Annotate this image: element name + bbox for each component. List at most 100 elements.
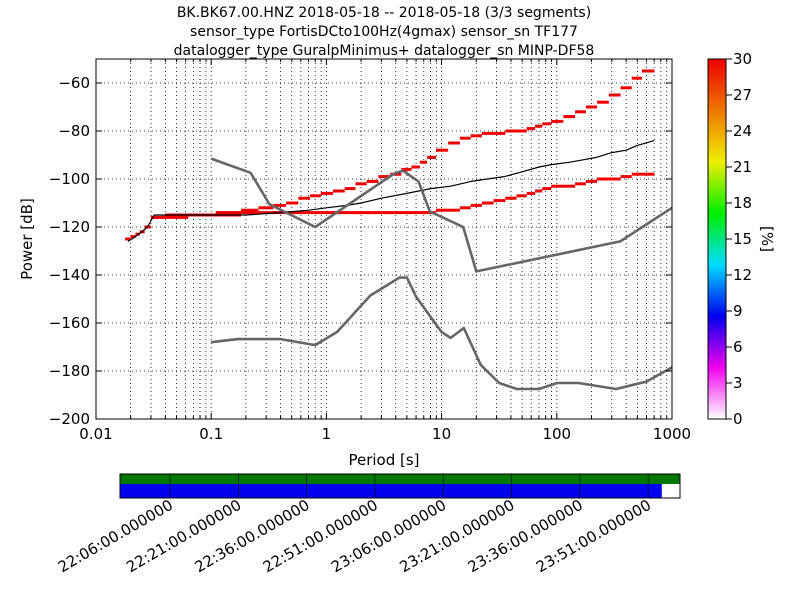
colorbar xyxy=(707,58,727,420)
pdf-band-upper-cell xyxy=(366,179,379,183)
colorbar-tick-label: 21 xyxy=(733,158,752,176)
colorbar-tick-label: 30 xyxy=(733,50,752,68)
pdf-band-lower-cell xyxy=(459,206,471,210)
pdf-band-upper-cell xyxy=(631,76,642,80)
plot-area-frame xyxy=(95,58,673,420)
y-tick-label: −180 xyxy=(49,362,90,380)
pdf-band-upper-cell xyxy=(563,115,576,119)
timeline-row-psd_coverage xyxy=(120,484,662,498)
timeline-tick-label: 22:21:00.000000 xyxy=(123,496,244,576)
pdf-band-lower-cell xyxy=(620,175,632,179)
pdf-band-upper-cell xyxy=(125,237,131,241)
pdf-band-upper-cell xyxy=(298,196,311,200)
colorbar-tick-label: 24 xyxy=(733,122,752,140)
x-tick-label: 1 xyxy=(322,425,332,443)
colorbar-tick-label: 18 xyxy=(733,194,752,212)
y-tick-label: −140 xyxy=(49,266,90,284)
pdf-band-upper-cell xyxy=(505,129,517,133)
pdf-band-lower-cell xyxy=(585,179,598,183)
timeline-tick-label: 22:36:00.000000 xyxy=(192,496,313,576)
x-tick-label: 0.1 xyxy=(199,425,223,443)
pdf-band-lower-cell xyxy=(516,194,527,198)
timeline-tick-label: 23:36:00.000000 xyxy=(465,496,586,576)
pdf-band-lower-cell xyxy=(353,211,372,215)
pdf-band-upper-cell xyxy=(411,165,420,169)
pdf-band-upper-cell xyxy=(355,182,367,186)
pdf-band-upper-cell xyxy=(344,187,356,191)
colorbar-ticks: 0 3 6 9 12 15 18 21 24 27 30 xyxy=(726,50,752,428)
pdf-band-upper-cell xyxy=(320,191,333,195)
pdf-band-upper-cell xyxy=(273,203,287,207)
series-nhnm xyxy=(210,157,672,273)
pdf-band-upper-cell xyxy=(427,155,437,159)
timeline-tick-label: 23:21:00.000000 xyxy=(396,496,517,576)
pdf-band-lower-cell xyxy=(448,208,460,212)
pdf-band-upper-cell xyxy=(310,194,321,198)
pdf-band-upper-cell xyxy=(448,141,460,145)
chart-subtitle-sensor: sensor_type FortisDCto100Hz(4gmax) senso… xyxy=(190,24,578,40)
y-tick-label: −100 xyxy=(49,170,90,188)
axes: 0.01 0.1 1 10 100 1000 −200 −180 −160 −140 −120 −10… xyxy=(49,59,691,443)
pdf-band-lower-cell xyxy=(165,215,189,219)
pdf-band-upper-cell xyxy=(526,127,536,131)
colorbar-tick-label: 27 xyxy=(733,86,752,104)
pdf-band-lower-cell xyxy=(336,211,354,215)
pdf-band-lower-cell xyxy=(535,189,543,193)
pdf-band-lower-cell xyxy=(542,187,552,191)
colorbar-tick-label: 9 xyxy=(733,302,743,320)
pdf-band-upper-cell xyxy=(332,189,345,193)
pdf-band-lower-cell xyxy=(241,211,259,215)
y-tick-label: −120 xyxy=(49,218,90,236)
pdf-band-upper-cell xyxy=(470,134,482,138)
pdf-band-lower-cell xyxy=(278,211,304,215)
pdf-band-lower-cell xyxy=(151,215,166,219)
pdf-band-upper-cell xyxy=(535,124,543,128)
curve-layer xyxy=(127,140,672,391)
pdf-band-upper-cell xyxy=(542,122,552,126)
x-tick-label: 10 xyxy=(432,425,451,443)
pdf-band-lower-cell xyxy=(394,211,419,215)
pdf-band-upper-cell xyxy=(135,232,140,236)
pdf-band-lower-cell xyxy=(320,211,337,215)
colorbar-tick-label: 0 xyxy=(733,410,743,428)
pdf-band-upper-cell xyxy=(459,136,471,140)
timeline-tick-label: 23:06:00.000000 xyxy=(328,496,449,576)
chart-title: BK.BK67.00.HNZ 2018-05-18 -- 2018-05-18 … xyxy=(177,5,591,21)
timeline-frame xyxy=(119,473,681,499)
pdf-band-upper-cell xyxy=(641,69,655,73)
x-axis-label: Period [s] xyxy=(348,451,419,469)
pdf-band-upper-cell xyxy=(130,235,136,239)
colorbar-tick-label: 3 xyxy=(733,374,743,392)
pdf-band-lower-cell xyxy=(641,172,655,176)
data-availability-timeline: 22:06:00.00000022:21:00.00000022:36:00.0… xyxy=(55,473,681,576)
pdf-band-lower-cell xyxy=(505,196,517,200)
pdf-band-upper-cell xyxy=(241,208,259,212)
pdf-band-upper-cell xyxy=(378,175,391,179)
pdf-band-upper-cell xyxy=(215,211,242,215)
pdf-band-lower-cell xyxy=(563,184,576,188)
pdf-band-lower-cell xyxy=(418,211,437,215)
pdf-band-upper-cell xyxy=(493,131,506,135)
y-axis-label: Power [dB] xyxy=(18,198,36,280)
pdf-band-lower-cell xyxy=(258,211,279,215)
grid-lines xyxy=(96,59,672,419)
pdf-band-lower-cell xyxy=(371,211,395,215)
pdf-band-lower-cell xyxy=(303,211,321,215)
y-tick-label: −200 xyxy=(49,410,90,428)
x-tick-label: 1000 xyxy=(653,425,691,443)
timeline-tick-label: 23:51:00.000000 xyxy=(533,496,654,576)
pdf-band-lower-cell xyxy=(597,177,609,181)
pdf-band-upper-cell xyxy=(620,86,632,90)
pdf-band-upper-cell xyxy=(401,167,412,171)
pdf-band-lower-cell xyxy=(470,203,482,207)
pdf-band-upper-cell xyxy=(516,129,527,133)
timeline-tick-label: 22:06:00.000000 xyxy=(55,496,176,576)
pdf-band-upper-cell xyxy=(575,110,586,114)
y-tick-label: −60 xyxy=(58,74,90,92)
pdf-band-lower-cell xyxy=(493,199,506,203)
pdf-band-lower-cell xyxy=(526,191,536,195)
series-mean xyxy=(127,140,655,242)
pdf-band-upper-cell xyxy=(481,131,494,135)
y-tick-label: −80 xyxy=(58,122,90,140)
